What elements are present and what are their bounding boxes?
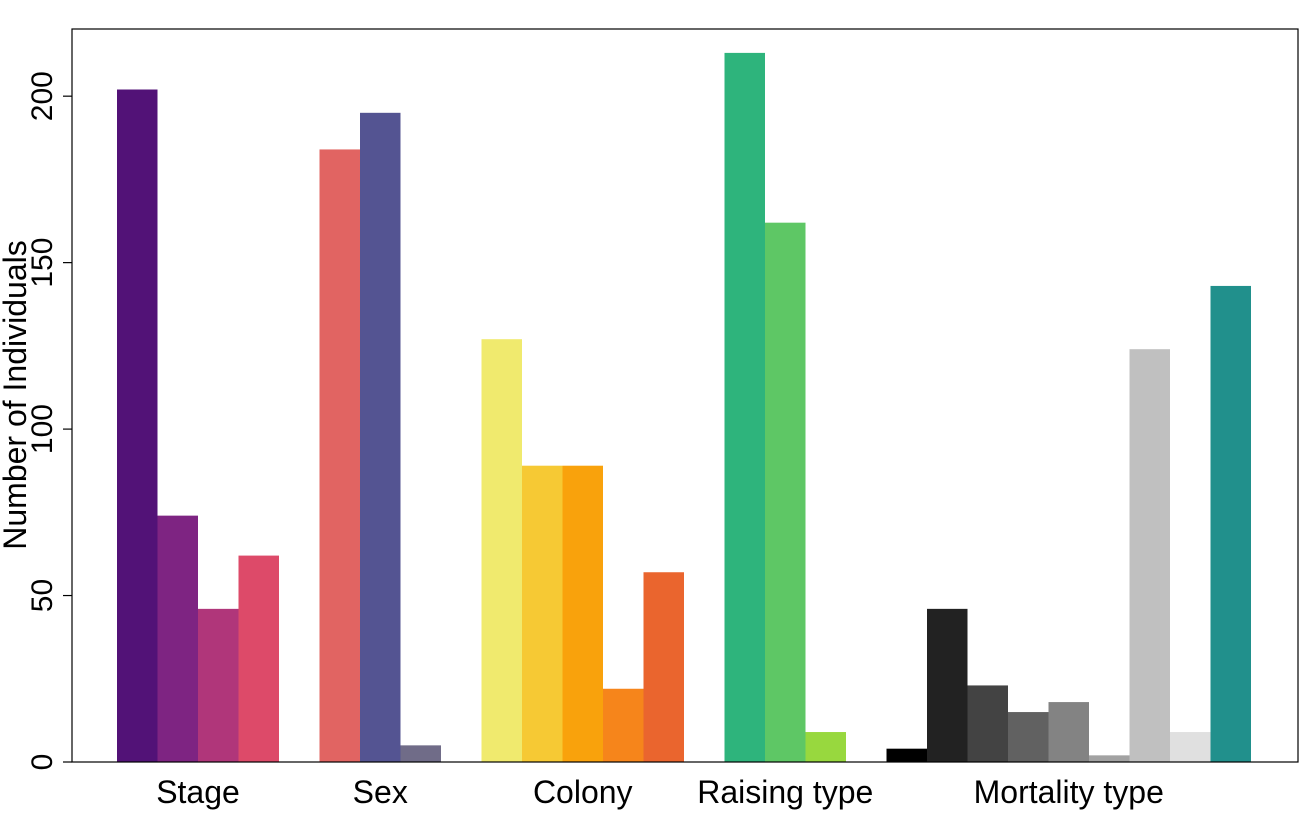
plot-frame (71, 28, 1299, 763)
y-tick-label: 100 (26, 404, 59, 454)
bar-sex-3 (400, 745, 441, 762)
category-label-mortality-type: Mortality type (974, 774, 1164, 810)
y-tick-label: 150 (26, 238, 59, 288)
bar-mortality-type-2 (927, 608, 968, 762)
bar-mortality-type-4 (1008, 712, 1049, 762)
bar-raising-type-1 (724, 52, 765, 763)
bar-mortality-type-6 (1089, 755, 1130, 762)
y-tick-label: 0 (26, 754, 59, 771)
bars-layer (117, 52, 1251, 763)
bar-mortality-type-1 (886, 748, 927, 762)
bar-colony-2 (522, 465, 563, 762)
bar-colony-1 (481, 339, 522, 762)
y-axis: 0 50 100 150 200 (26, 71, 72, 770)
category-label-colony: Colony (533, 774, 633, 810)
bar-raising-type-2 (765, 222, 806, 763)
bar-stage-2 (157, 515, 198, 762)
bar-sex-1 (319, 149, 360, 762)
bar-stage-1 (117, 89, 158, 762)
bar-sex-2 (360, 112, 401, 763)
category-label-raising-type: Raising type (697, 774, 873, 810)
bar-colony-5 (643, 572, 684, 762)
bar-stage-3 (198, 608, 239, 762)
bar-raising-type-3 (805, 732, 846, 762)
y-tick-label: 200 (26, 71, 59, 121)
bar-mortality-type-8 (1170, 732, 1211, 762)
bar-mortality-type-3 (967, 685, 1008, 762)
bar-mortality-type-9 (1210, 285, 1251, 762)
bar-mortality-type-7 (1129, 349, 1170, 762)
category-label-sex: Sex (353, 774, 408, 810)
bar-colony-4 (603, 688, 644, 762)
bar-mortality-type-5 (1048, 702, 1089, 762)
y-axis-title: Number of Individuals (0, 240, 33, 549)
bar-stage-4 (238, 555, 279, 762)
y-tick-label: 50 (26, 579, 59, 612)
x-axis-category-labels: Stage Sex Colony Raising type Mortality type (156, 774, 1164, 810)
category-label-stage: Stage (156, 774, 240, 810)
bar-colony-3 (562, 465, 603, 762)
